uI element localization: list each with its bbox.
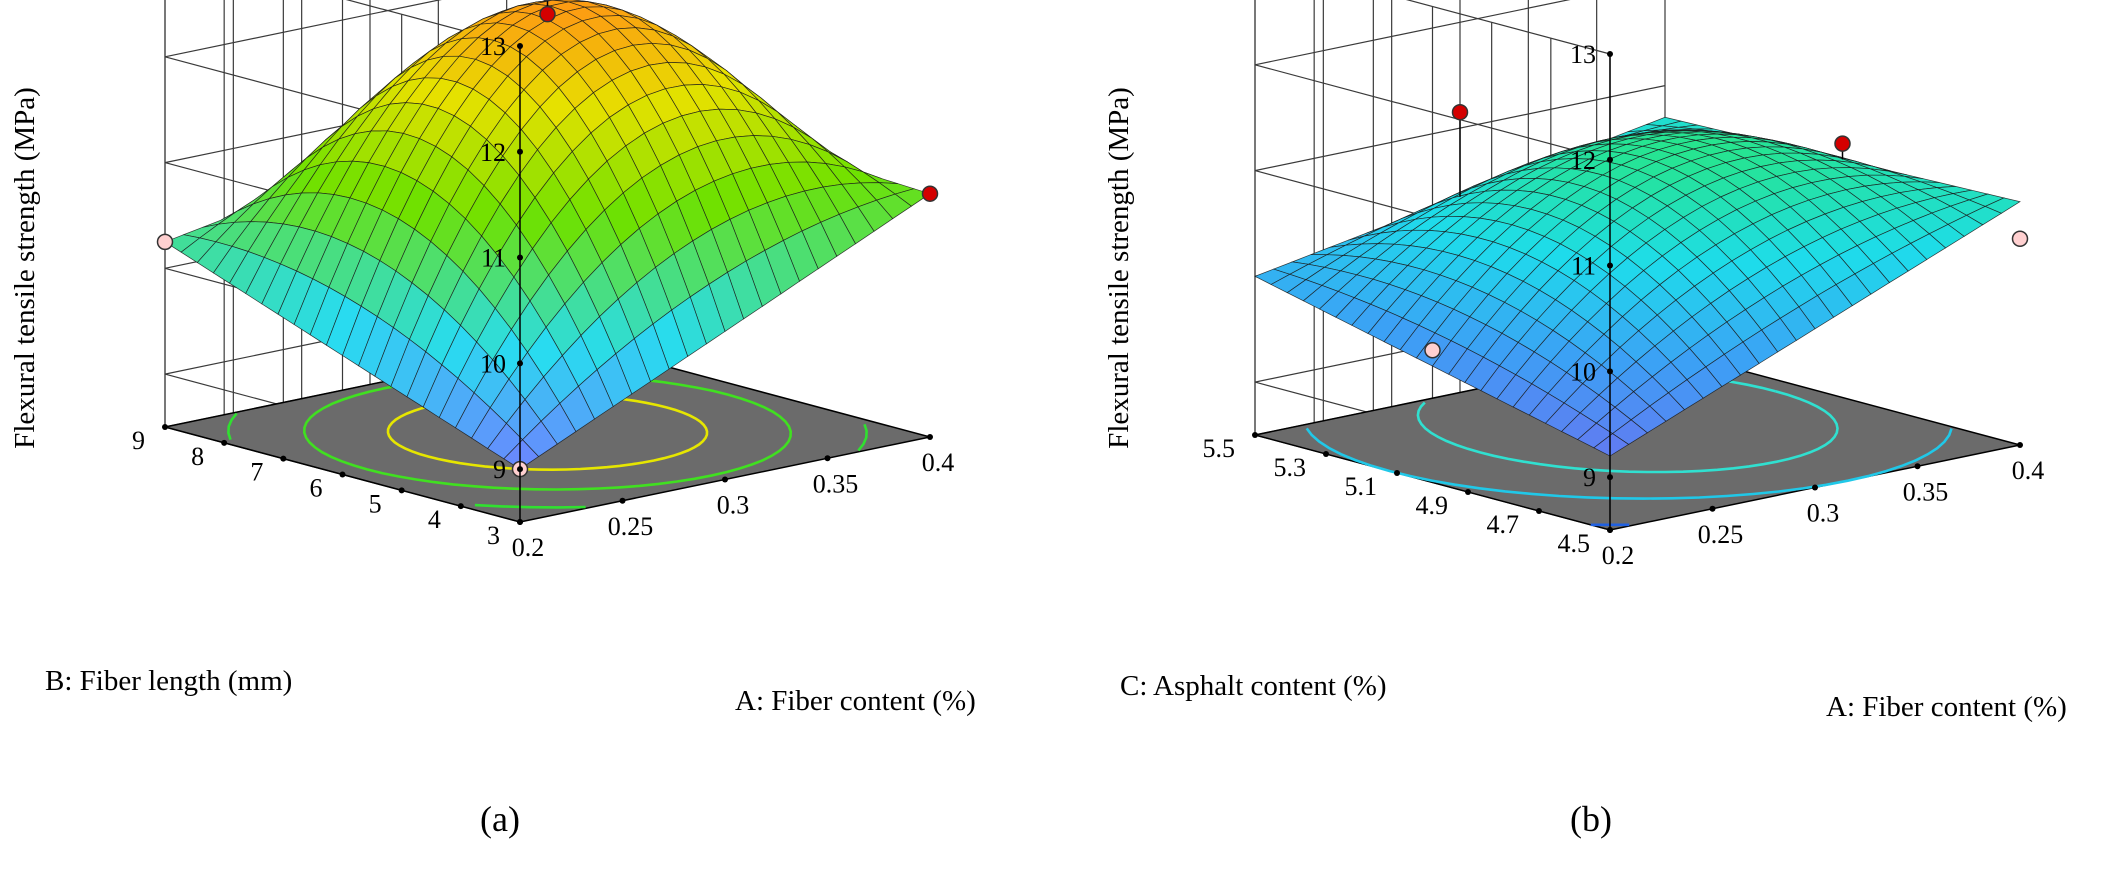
z-tick-mark xyxy=(339,471,346,478)
z-tick-mark xyxy=(1607,527,1613,533)
z-tick-label: 8 xyxy=(191,442,204,471)
contour-line xyxy=(474,503,586,509)
x-axis-title: A: Fiber content (%) xyxy=(735,685,976,717)
z-tick-label: 4 xyxy=(428,505,441,534)
y-tick-label: 11 xyxy=(481,244,506,273)
z-tick-mark xyxy=(1394,470,1400,476)
response-surface xyxy=(1254,116,2021,457)
x-tick-mark xyxy=(2017,442,2023,448)
y-tick-mark xyxy=(517,360,523,367)
y-tick-mark xyxy=(517,43,523,49)
z-tick-label: 5.5 xyxy=(1203,434,1236,463)
x-tick-mark xyxy=(1914,463,1921,470)
x-tick-label: 0.4 xyxy=(922,448,955,477)
y-tick-label: 13 xyxy=(1570,40,1596,69)
z-tick-mark xyxy=(280,455,287,462)
design-point xyxy=(156,233,174,251)
response-surface xyxy=(164,0,931,470)
x-tick-label: 0.25 xyxy=(608,512,654,541)
z-axis-title: B: Fiber length (mm) xyxy=(45,665,292,697)
y-tick-mark xyxy=(1607,368,1613,375)
wall-grid-line xyxy=(1405,0,1611,55)
design-point xyxy=(543,0,552,2)
z-tick-label: 4.7 xyxy=(1487,510,1520,539)
design-point xyxy=(539,5,556,23)
x-tick-label: 0.2 xyxy=(512,533,545,562)
contour-line xyxy=(1416,389,1839,474)
z-tick-label: 5 xyxy=(369,489,382,518)
surface-cell xyxy=(503,439,540,470)
panel-label-b: (b) xyxy=(1570,799,1612,839)
design-point xyxy=(1451,103,1469,121)
x-tick-label: 0.4 xyxy=(2012,456,2045,485)
panel-b: 9 10 11 12 13 0.2 0.25 0.3 0.35 0.4 4.5 4.7 4.9 5.1 5.… xyxy=(1103,0,2067,723)
design-point xyxy=(921,185,939,202)
z-tick-mark xyxy=(457,503,464,510)
z-tick-label: 7 xyxy=(250,458,263,487)
x-tick-label: 0.35 xyxy=(813,469,859,498)
z-tick-mark xyxy=(1323,451,1329,457)
x-tick-label: 0.3 xyxy=(717,491,750,520)
y-tick-label: 9 xyxy=(493,455,506,484)
y-tick-mark xyxy=(517,254,523,261)
z-tick-mark xyxy=(221,439,228,446)
x-tick-mark xyxy=(1709,505,1716,512)
y-tick-label: 11 xyxy=(1571,252,1596,281)
wall-grid-line xyxy=(345,0,521,47)
y-tick-mark xyxy=(517,466,523,473)
y-tick-mark xyxy=(1607,51,1613,57)
contour-line xyxy=(857,423,868,452)
x-axis-title: A: Fiber content (%) xyxy=(1826,691,2067,723)
y-tick-label: 10 xyxy=(1570,357,1596,386)
design-points xyxy=(1424,103,2029,359)
z-tick-label: 4.9 xyxy=(1416,491,1449,520)
design-points xyxy=(156,0,939,478)
x-tick-label: 0.25 xyxy=(1698,520,1744,549)
x-tick-mark xyxy=(619,497,626,504)
x-tick-mark xyxy=(927,434,933,440)
z-tick-mark xyxy=(517,519,523,525)
y-axis-title: Flexural tensile strength (MPa) xyxy=(1103,87,1135,449)
z-tick-label: 9 xyxy=(132,426,145,455)
z-tick-label: 5.3 xyxy=(1274,453,1307,482)
design-point xyxy=(1834,135,1851,152)
z-tick-label: 3 xyxy=(487,521,500,550)
z-tick-mark xyxy=(1536,508,1542,514)
y-axis-title: Flexural tensile strength (MPa) xyxy=(9,87,41,449)
y-tick-label: 12 xyxy=(1570,146,1596,175)
y-tick-mark xyxy=(1607,156,1613,163)
y-tick-label: 9 xyxy=(1583,463,1596,492)
axes: 9 10 11 12 13 0.2 0.25 0.3 0.35 0.4 3 4 5 6 7 8 9 xyxy=(132,32,954,562)
z-tick-label: 6 xyxy=(310,474,323,503)
z-tick-label: 5.1 xyxy=(1345,472,1378,501)
y-tick-mark xyxy=(1607,474,1613,481)
y-tick-mark xyxy=(1607,262,1613,269)
contour-line xyxy=(1305,427,1953,500)
z-axis-title: C: Asphalt content (%) xyxy=(1120,670,1387,702)
y-tick-label: 10 xyxy=(480,349,506,378)
design-point xyxy=(1424,342,1441,359)
z-tick-mark xyxy=(162,424,168,430)
design-point xyxy=(2011,230,2029,247)
x-tick-label: 0.35 xyxy=(1903,477,1949,506)
y-tick-mark xyxy=(517,148,523,155)
z-tick-label: 4.5 xyxy=(1558,529,1591,558)
z-tick-mark xyxy=(1252,432,1258,438)
surface-cell xyxy=(1593,433,1630,457)
panel-a: 9 10 11 12 13 0.2 0.25 0.3 0.35 0.4 3 4 5 6 7 8 9 Flexura… xyxy=(9,0,976,717)
z-tick-mark xyxy=(398,487,405,494)
x-tick-label: 0.2 xyxy=(1602,541,1635,570)
z-tick-mark xyxy=(1465,489,1471,495)
x-tick-mark xyxy=(1812,484,1818,491)
axes: 9 10 11 12 13 0.2 0.25 0.3 0.35 0.4 4.5 4.7 4.9 5.1 5.… xyxy=(1203,40,2045,570)
x-tick-mark xyxy=(824,455,831,462)
y-tick-label: 12 xyxy=(480,138,506,167)
panel-label-a: (a) xyxy=(480,799,520,839)
x-tick-label: 0.3 xyxy=(1807,499,1840,528)
x-tick-mark xyxy=(722,476,728,483)
contour-line xyxy=(227,412,238,441)
y-tick-label: 13 xyxy=(480,32,506,61)
